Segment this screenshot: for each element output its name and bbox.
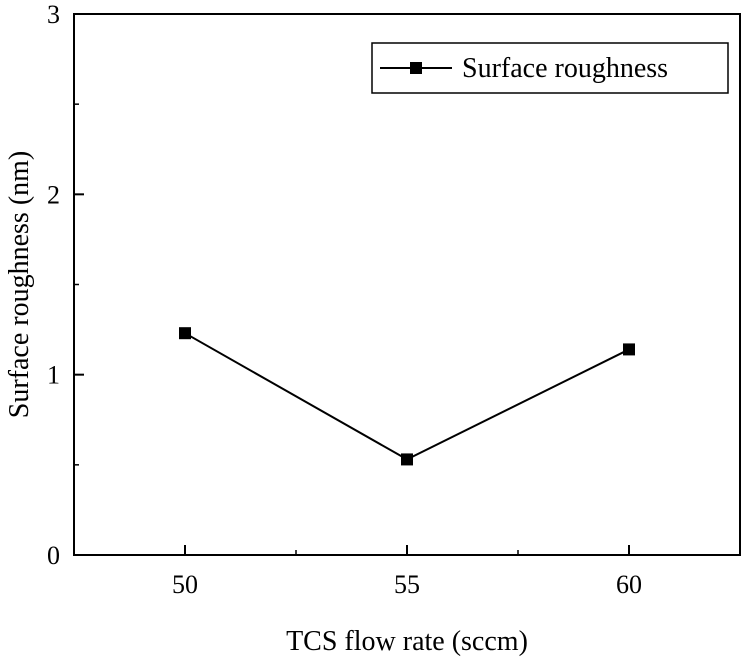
- y-tick-label: 2: [47, 180, 60, 209]
- x-tick-label: 55: [394, 570, 420, 599]
- y-tick-label: 0: [47, 541, 60, 570]
- x-axis-ticks: 50 55 60: [172, 545, 642, 599]
- y-tick-label: 3: [47, 0, 60, 29]
- data-point: [179, 327, 191, 340]
- y-tick-label: 1: [47, 361, 60, 390]
- legend-marker-square: [410, 62, 422, 74]
- data-point: [623, 343, 635, 356]
- y-axis-title: Surface roughness (nm): [4, 151, 35, 418]
- x-tick-label: 60: [616, 570, 642, 599]
- series-line: [184, 332, 630, 461]
- series-group: [179, 327, 635, 466]
- plot-frame: [73, 13, 741, 556]
- data-point: [401, 453, 413, 466]
- legend: Surface roughness: [371, 42, 729, 94]
- x-axis-title: TCS flow rate (sccm): [286, 626, 528, 657]
- y-axis-ticks: 0 1 2 3: [47, 0, 84, 570]
- legend-entry-label: Surface roughness: [462, 53, 668, 84]
- x-tick-label: 50: [172, 570, 198, 599]
